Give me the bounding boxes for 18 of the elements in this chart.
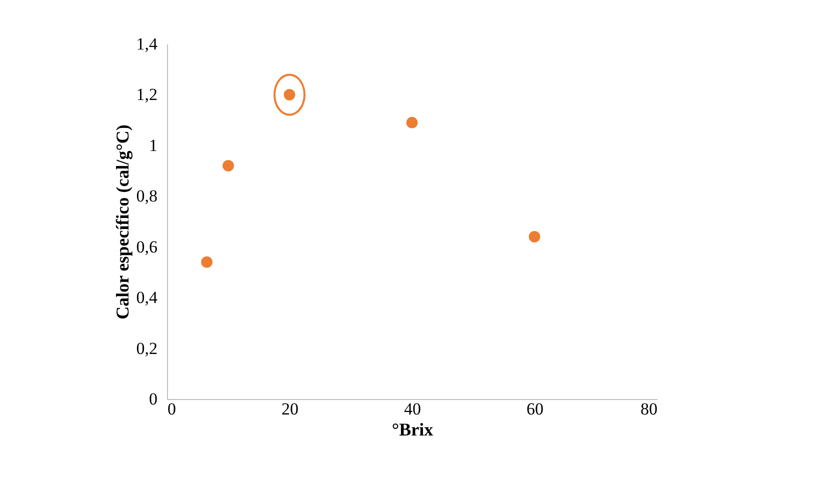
x-tick-label: 60 xyxy=(526,400,544,418)
point xyxy=(406,116,418,128)
y-tick-label: 1 xyxy=(149,136,158,155)
point xyxy=(528,231,540,242)
point xyxy=(222,160,234,172)
x-axis-title: °Brix xyxy=(392,420,434,440)
x-tick-label: 20 xyxy=(282,400,298,418)
y-tick-label: 0,8 xyxy=(136,186,158,206)
y-tick-label: 0,6 xyxy=(136,237,158,256)
x-tick-label: 40 xyxy=(404,400,421,418)
x-tick-label: 0 xyxy=(168,400,176,418)
point xyxy=(201,256,213,268)
y-axis-title: Calor específico (cal/g°C) xyxy=(112,124,132,320)
y-tick-label: 0,2 xyxy=(136,338,158,358)
y-tick-label: 0,4 xyxy=(136,288,158,308)
y-tick-label: 1,4 xyxy=(136,34,158,54)
y-tick-label: 1,2 xyxy=(136,85,158,104)
x-tick-label: 80 xyxy=(640,400,658,418)
